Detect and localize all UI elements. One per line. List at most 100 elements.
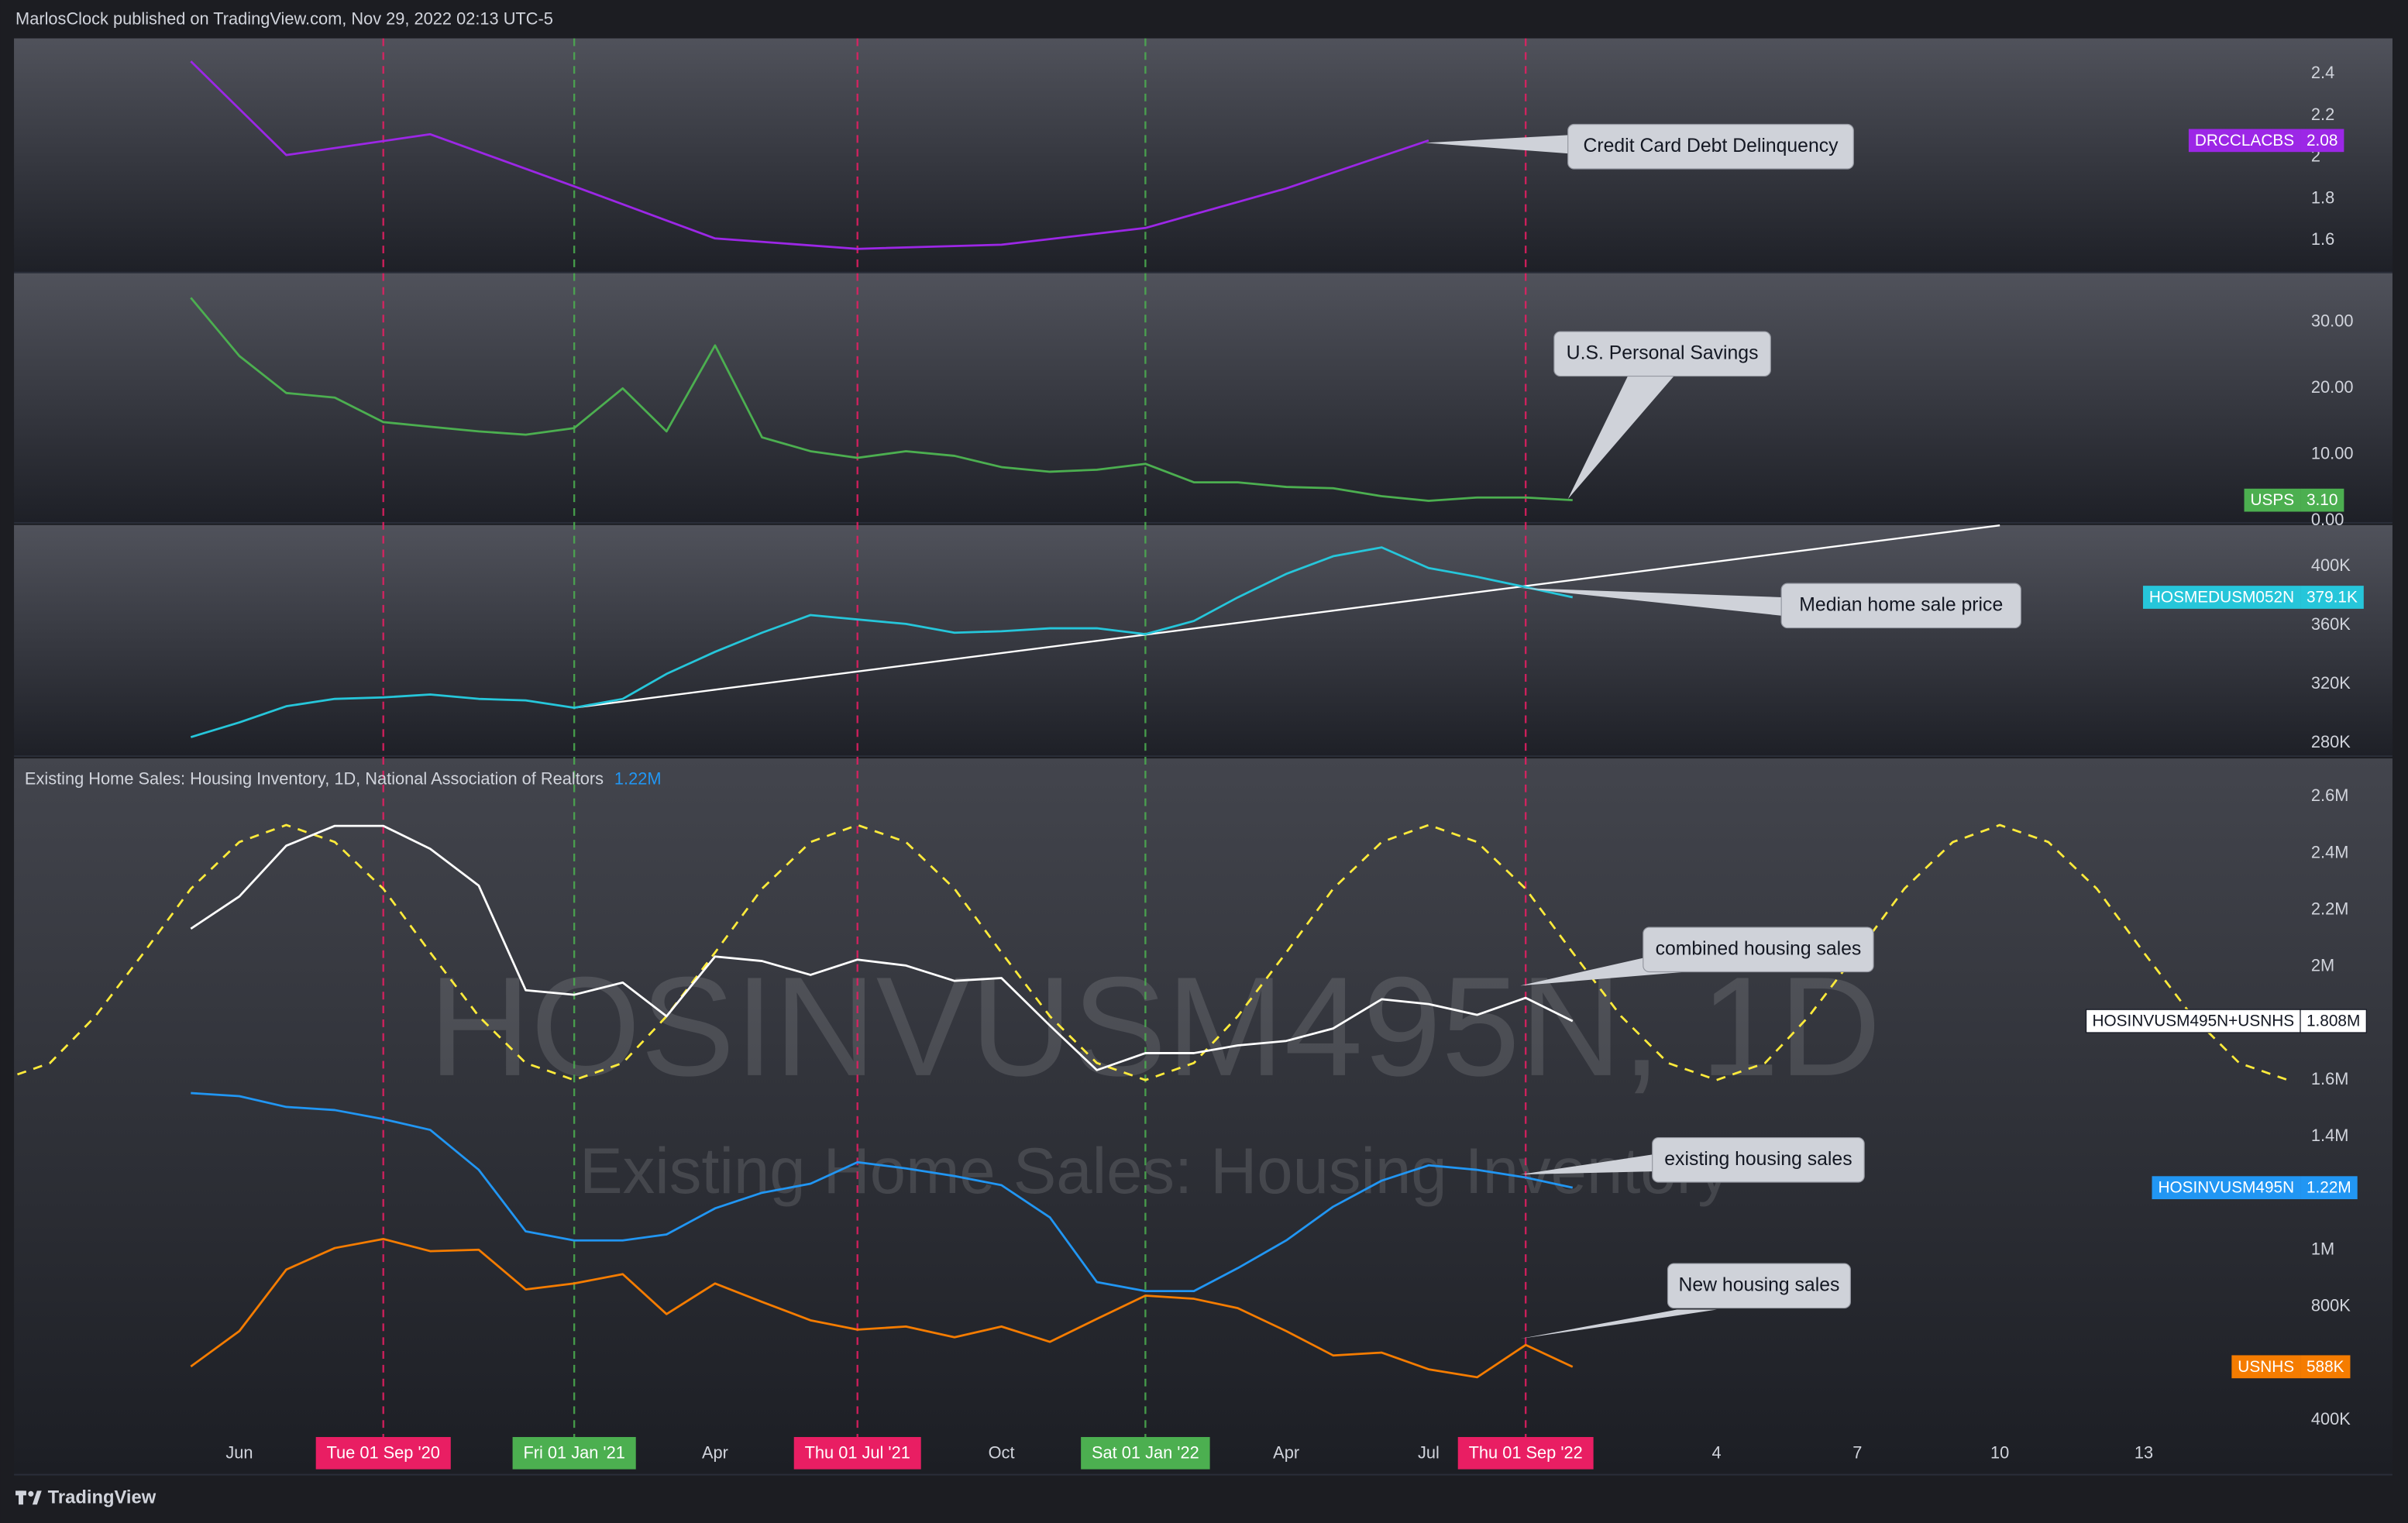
y-tick-label: 1.6 — [2311, 229, 2334, 249]
y-tick-label: 2M — [2311, 956, 2334, 975]
x-tick-label: 13 — [2135, 1443, 2153, 1463]
y-tick-label: 2.6M — [2311, 786, 2348, 805]
price-tag: HOSINVUSM495N+USNHS 1.808M — [2085, 1009, 2367, 1033]
callout-text: Median home sale price — [1799, 594, 2003, 615]
y-tick-label: 800K — [2311, 1296, 2351, 1315]
callout-text: existing housing sales — [1664, 1149, 1852, 1170]
y-tick-label: 280K — [2311, 732, 2351, 751]
y-tick-label: 20.00 — [2311, 377, 2354, 397]
price-tag-value: 588K — [2307, 1358, 2344, 1376]
y-tick-label: 2.2M — [2311, 899, 2348, 918]
line-series — [190, 546, 1574, 738]
x-marker-box — [315, 1437, 451, 1470]
price-tag-value: 379.1K — [2307, 588, 2358, 606]
y-tick-label: 400K — [2311, 555, 2351, 575]
callout-box — [1643, 927, 1874, 973]
price-tag: HOSINVUSM495N 1.22M — [2152, 1176, 2358, 1200]
pane-background — [14, 524, 2393, 756]
line-series — [190, 824, 1574, 1071]
logo-mark — [28, 1490, 34, 1497]
y-tick-label: 400K — [2311, 1409, 2351, 1428]
x-tick-label: Apr — [1273, 1443, 1299, 1463]
x-tick-label: Apr — [702, 1443, 728, 1463]
price-tag-name: HOSINVUSM495N+USNHS — [2092, 1012, 2294, 1030]
pane-background — [14, 758, 2393, 1474]
price-tag-value: 1.22M — [2307, 1179, 2351, 1197]
callout-box — [1652, 1136, 1865, 1183]
x-tick-label: 7 — [1852, 1443, 1862, 1463]
dashed-line — [14, 823, 2289, 1081]
y-tick-label: 1M — [2311, 1239, 2334, 1258]
overlay-layer: Jun Tue 01 Sep '20 Fri 01 Jan '21 Apr Thu 01… — [25, 63, 2367, 1470]
price-tag-value-box — [2300, 488, 2344, 512]
y-tick-label: 2.2 — [2311, 105, 2334, 124]
price-tag-name: HOSMEDUSM052N — [2149, 588, 2294, 606]
y-tick-label: 1.8 — [2311, 187, 2334, 207]
y-tick-label: 10.00 — [2311, 444, 2354, 463]
price-tag-value-box — [2300, 129, 2344, 153]
line-series — [190, 297, 1573, 502]
callout-text: U.S. Personal Savings — [1567, 342, 1759, 363]
pane-legend-title: Existing Home Sales: Housing Inventory, … — [25, 769, 604, 789]
pane-background — [14, 273, 2393, 522]
price-tag-value: 2.08 — [2307, 132, 2337, 150]
trend-line — [573, 524, 2000, 709]
callout-text: combined housing sales — [1656, 938, 1862, 959]
logo-text: TradingView — [48, 1487, 157, 1508]
price-tag-name: HOSINVUSM495N — [2158, 1179, 2294, 1197]
price-tag-name-box — [2152, 1176, 2301, 1200]
callout: Credit Card Debt Delinquency — [1425, 123, 1854, 170]
watermark-description: Existing Home Sales: Housing Inventory — [580, 1135, 1730, 1207]
price-tag: DRCCLACBS 2.08 — [2188, 129, 2344, 153]
price-tag-name-box — [2231, 1355, 2301, 1379]
price-tag-value-box — [2300, 586, 2364, 609]
callout-box — [1553, 331, 1771, 377]
x-tick-label: 4 — [1712, 1443, 1722, 1463]
price-tag-name-box — [2188, 129, 2301, 153]
y-tick-label: 30.00 — [2311, 311, 2354, 331]
y-tick-label: 0.00 — [2311, 510, 2344, 529]
callout-box — [1567, 123, 1854, 170]
price-tag-value: 3.10 — [2307, 491, 2337, 509]
y-tick-label: 1.6M — [2311, 1069, 2348, 1088]
callout-text: New housing sales — [1679, 1274, 1840, 1295]
callout-pointer — [1425, 135, 1568, 154]
x-tick-label: 10 — [1990, 1443, 2009, 1463]
x-tick-label: Fri 01 Jan '21 — [523, 1443, 624, 1463]
x-tick-label: Oct — [989, 1443, 1015, 1463]
x-marker-box — [1457, 1437, 1594, 1470]
price-tag-value-box — [2300, 1176, 2358, 1200]
publisher-note: MarlosClock published on TradingView.com… — [15, 9, 553, 29]
y-tick-label: 1.4M — [2311, 1126, 2348, 1145]
logo-mark — [19, 1490, 23, 1505]
pane-legend-value: 1.22M — [614, 769, 662, 789]
price-tag: USPS 3.10 — [2244, 488, 2344, 512]
x-marker-box — [512, 1437, 636, 1470]
line-series — [190, 1237, 1574, 1379]
y-tick-label: 2.4M — [2311, 842, 2348, 861]
plot-layer — [14, 38, 2289, 1438]
callout-pointer — [1520, 1309, 1717, 1339]
pane-background — [14, 38, 2393, 272]
x-tick-label: Jul — [1418, 1443, 1440, 1463]
tradingview-logo: TradingView — [15, 1487, 157, 1508]
y-tick-label: 320K — [2311, 673, 2351, 693]
x-tick-label: Jun — [225, 1443, 253, 1463]
x-tick-label: Sat 01 Jan '22 — [1092, 1443, 1199, 1463]
price-tag-value-box — [2300, 1355, 2351, 1379]
price-tag-value: 1.808M — [2307, 1012, 2360, 1030]
x-marker-box — [793, 1437, 921, 1470]
callout: combined housing sales — [1520, 927, 1874, 986]
price-tag: HOSMEDUSM052N 379.1K — [2142, 586, 2364, 609]
price-tag-name-box — [2142, 586, 2301, 609]
line-series — [190, 60, 1429, 250]
callout-box — [1780, 583, 2021, 629]
price-tag-name: USPS — [2250, 491, 2294, 509]
callout: New housing sales — [1520, 1263, 1851, 1339]
x-tick-label: Thu 01 Jul '21 — [805, 1443, 910, 1463]
price-tag-name: DRCCLACBS — [2195, 132, 2294, 150]
x-tick-label: Thu 01 Sep '22 — [1469, 1443, 1583, 1463]
